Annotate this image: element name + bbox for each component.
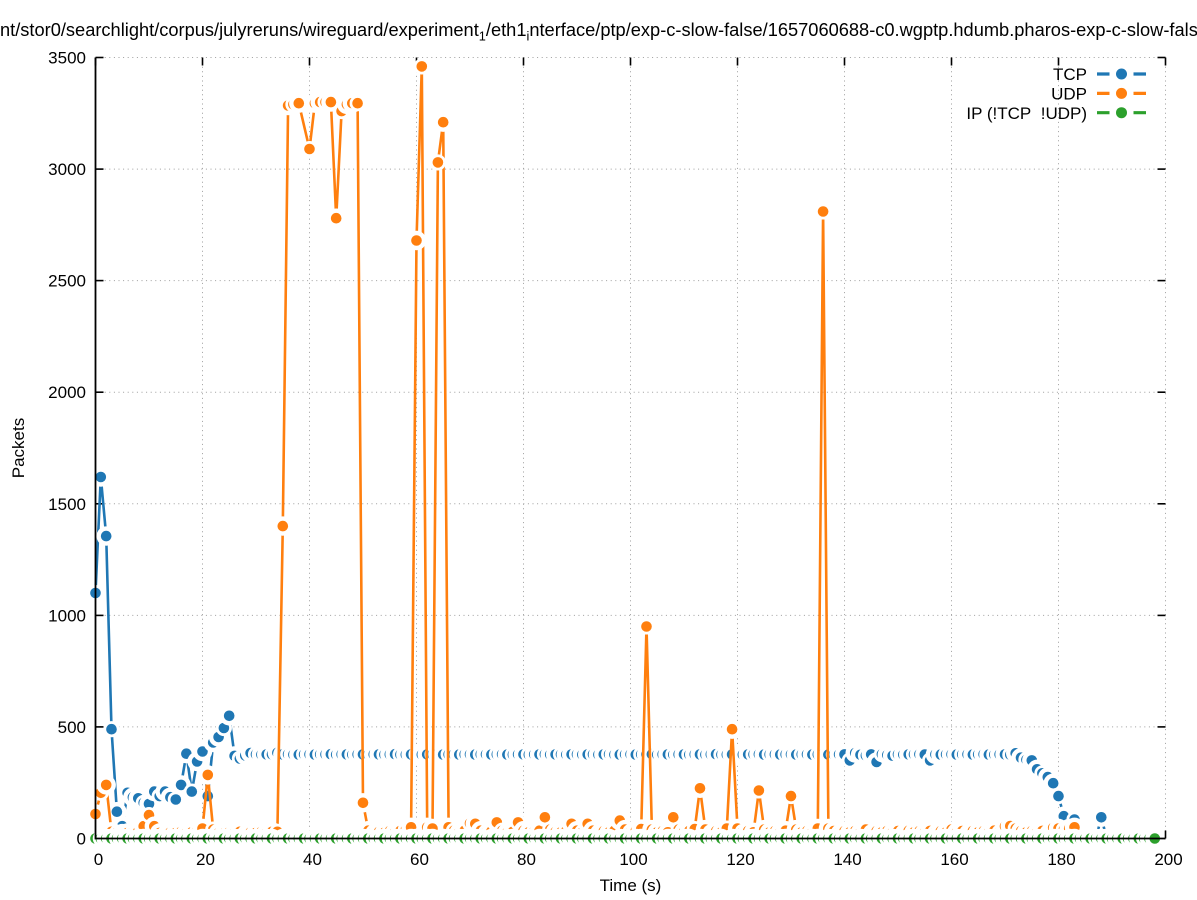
svg-text:20: 20 [196, 850, 215, 869]
svg-text:140: 140 [833, 850, 861, 869]
svg-text:IP (!TCP !UDP): IP (!TCP !UDP) [966, 104, 1087, 123]
svg-text:40: 40 [303, 850, 322, 869]
svg-text:500: 500 [58, 718, 86, 737]
svg-text:200: 200 [1154, 850, 1182, 869]
svg-text:Packets: Packets [9, 418, 28, 478]
svg-text:1500: 1500 [48, 495, 86, 514]
svg-text:120: 120 [726, 850, 754, 869]
svg-text:2000: 2000 [48, 383, 86, 402]
svg-text:180: 180 [1047, 850, 1075, 869]
svg-text:3000: 3000 [48, 160, 86, 179]
svg-text:TCP: TCP [1053, 65, 1087, 84]
svg-text:160: 160 [940, 850, 968, 869]
svg-text:1000: 1000 [48, 606, 86, 625]
svg-text:80: 80 [517, 850, 536, 869]
svg-text:UDP: UDP [1051, 85, 1087, 104]
svg-text:3500: 3500 [48, 49, 86, 68]
svg-text:0: 0 [94, 850, 103, 869]
svg-text:Time (s): Time (s) [600, 876, 662, 895]
svg-text:0: 0 [77, 830, 86, 849]
svg-text:60: 60 [410, 850, 429, 869]
svg-text:100: 100 [619, 850, 647, 869]
svg-text:2500: 2500 [48, 272, 86, 291]
